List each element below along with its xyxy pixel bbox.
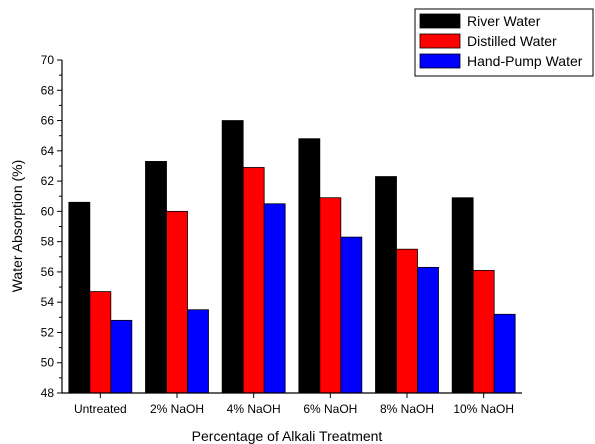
legend-swatch-3 [419, 53, 461, 69]
y-tick-label: 50 [41, 356, 55, 370]
bar-1-4 [298, 138, 321, 394]
x-tick-label: 2% NaOH [150, 402, 204, 416]
bar-2-2 [166, 210, 188, 394]
x-tick-label: 10% NaOH [453, 402, 514, 416]
bar-2-4 [319, 197, 342, 394]
y-tick-label: 58 [41, 235, 55, 249]
legend-swatch-2 [419, 33, 461, 49]
legend-swatch-1 [419, 13, 461, 29]
legend-label-1: River Water [467, 13, 541, 29]
y-tick-label: 48 [41, 386, 55, 400]
bar-3-1 [110, 319, 133, 394]
ticks-group: Untreated 2% NaOH 4% NaOH 6% NaOH 8% NaOH 10%… [41, 53, 514, 416]
legend-label-3: Hand-Pump Water [467, 53, 583, 69]
x-tick-label: 6% NaOH [303, 402, 357, 416]
y-tick-label: 54 [41, 295, 55, 309]
y-tick-label: 56 [41, 265, 55, 279]
legend-label-2: Distilled Water [467, 33, 557, 49]
bar-1-2 [145, 161, 167, 394]
bar-1-5 [375, 176, 397, 394]
x-tick-label: 8% NaOH [380, 402, 434, 416]
x-tick-label: Untreated [74, 402, 127, 416]
y-tick-label: 52 [41, 325, 55, 339]
y-tick-label: 60 [41, 204, 55, 218]
bars-group [68, 120, 516, 394]
y-axis-title: Water Absorption (%) [9, 160, 25, 293]
bar-2-1 [89, 291, 112, 394]
bar-3-6 [493, 313, 516, 394]
bar-2-3 [242, 167, 265, 394]
bar-1-6 [451, 197, 474, 394]
bar-2-5 [396, 248, 418, 394]
y-tick-label: 68 [41, 83, 55, 97]
bar-2-6 [472, 269, 495, 394]
x-axis-title: Percentage of Alkali Treatment [192, 428, 383, 444]
bar-1-3 [221, 120, 244, 394]
y-tick-label: 64 [41, 144, 55, 158]
y-tick-label: 62 [41, 174, 55, 188]
bar-3-2 [187, 309, 209, 394]
bar-1-1 [68, 201, 91, 394]
bar-3-3 [263, 203, 286, 394]
x-tick-label: 4% NaOH [227, 402, 281, 416]
bar-3-4 [340, 236, 363, 394]
bar-3-5 [417, 266, 439, 394]
legend: River Water Distilled Water Hand-Pump Wate… [414, 8, 594, 77]
y-tick-label: 70 [41, 53, 55, 67]
y-tick-label: 66 [41, 114, 55, 128]
